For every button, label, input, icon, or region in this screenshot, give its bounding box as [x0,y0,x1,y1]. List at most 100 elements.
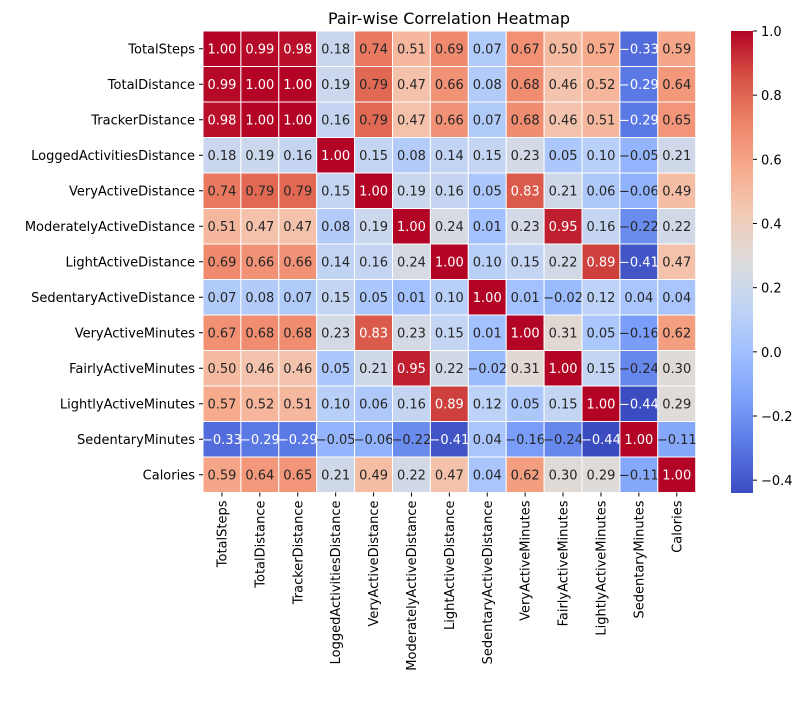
cell-value-label: 0.08 [397,149,426,164]
cell-value-label: −0.33 [619,42,659,57]
cell-value-label: 0.15 [321,184,350,199]
cell-value-label: −0.06 [619,184,659,199]
heatmap-cell [316,279,356,316]
cell-value-label: −0.02 [543,291,583,306]
cell-value-label: 0.99 [207,78,236,93]
y-tick-label: Calories [143,468,196,483]
cell-value-label: 0.68 [511,113,540,128]
cell-value-label: 1.00 [435,255,464,270]
cell-value-label: −0.44 [619,397,659,412]
cell-value-label: 0.19 [321,78,350,93]
heatmap-cell [581,314,621,351]
colorbar-tick-label: 0.6 [761,153,782,168]
cell-value-label: −0.29 [619,113,659,128]
cell-value-label: 1.00 [245,113,274,128]
heatmap-cell [278,314,318,351]
cell-value-label: 0.22 [435,362,464,377]
heatmap-cell [392,66,431,103]
heatmap-cell [543,66,583,103]
heatmap-cell [316,421,356,458]
colorbar-tick-label: 1.0 [761,25,782,40]
cell-value-label: 0.65 [662,113,691,128]
cell-value-label: 0.23 [511,149,540,164]
heatmap-cell [543,30,583,67]
cell-value-label: −0.29 [240,433,280,448]
cell-value-label: 0.66 [245,255,274,270]
cell-value-label: 0.10 [473,255,502,270]
heatmap-cell [619,421,659,458]
heatmap-cell [354,350,394,387]
heatmap-cell [505,385,545,422]
heatmap-cell [619,30,659,67]
cell-value-label: −0.22 [619,220,659,235]
cell-value-label: 0.21 [359,362,388,377]
heatmap-cell [240,172,280,209]
cell-value-label: 1.00 [473,291,502,306]
cell-value-label: 0.47 [397,113,426,128]
cell-value-label: 0.50 [549,42,578,57]
cell-value-label: 0.08 [473,78,502,93]
heatmap-cell [316,243,356,280]
heatmap-cell [316,66,356,103]
heatmap-cell [657,279,697,316]
cell-value-label: 0.67 [511,42,540,57]
cell-value-label: 1.00 [624,433,653,448]
x-tick-label: SedentaryActiveDistance [481,501,496,665]
heatmap-cell [657,66,697,103]
heatmap-cell [240,350,280,387]
heatmap-cell [429,172,469,209]
heatmap-cell [619,456,659,493]
cell-value-label: −0.11 [619,468,659,483]
cell-value-label: 0.51 [283,397,312,412]
heatmap-cell [354,279,394,316]
y-tick-label: FairlyActiveMinutes [69,362,195,377]
cell-value-label: 0.19 [359,220,388,235]
heatmap-cell [316,350,356,387]
cell-value-label: 0.98 [207,113,236,128]
chart-title: Pair-wise Correlation Heatmap [328,9,570,28]
cell-value-label: 1.00 [283,78,312,93]
heatmap-cell [429,137,469,174]
cell-value-label: 0.31 [511,362,540,377]
y-tick-label: TotalDistance [107,78,195,93]
heatmap-cell [392,243,431,280]
cell-value-label: 0.07 [207,291,236,306]
heatmap-cell [429,243,469,280]
heatmap-cell [467,385,507,422]
cell-value-label: 0.16 [321,113,350,128]
x-tick-label: LoggedActivitiesDistance [329,501,344,665]
colorbar-tick-label: −0.4 [761,474,793,489]
cell-value-label: 0.22 [397,468,426,483]
cell-value-label: 0.74 [359,42,388,57]
heatmap-cell [429,350,469,387]
heatmap-cell [657,421,697,458]
cell-value-label: −0.41 [619,255,659,270]
heatmap-cell [505,208,545,245]
cell-value-label: 0.23 [321,326,350,341]
cell-value-label: 0.04 [473,468,502,483]
cell-value-label: 0.98 [283,42,312,57]
heatmap-cell [278,350,318,387]
cell-value-label: 0.22 [549,255,578,270]
heatmap-cell [240,421,280,458]
heatmap-cell [467,30,507,67]
cell-value-label: −0.22 [392,433,432,448]
cell-value-label: 1.00 [283,113,312,128]
cell-value-label: 0.57 [586,42,615,57]
cell-value-label: 0.95 [397,362,426,377]
cell-value-label: 0.49 [662,184,691,199]
heatmap-cell [278,172,318,209]
y-tick-label: TotalSteps [127,42,195,57]
cell-value-label: 0.15 [321,291,350,306]
heatmap-cell [429,208,469,245]
heatmap-cell [278,243,318,280]
cell-value-label: −0.05 [619,149,659,164]
heatmap-cell [467,208,507,245]
cell-value-label: 0.89 [435,397,464,412]
y-tick-label: LoggedActivitiesDistance [31,149,195,164]
heatmap-cell [581,243,621,280]
cell-value-label: 0.99 [245,42,274,57]
y-tick-label: TrackerDistance [90,113,195,128]
cell-value-label: 0.47 [283,220,312,235]
x-tick-label: Calories [670,500,685,553]
